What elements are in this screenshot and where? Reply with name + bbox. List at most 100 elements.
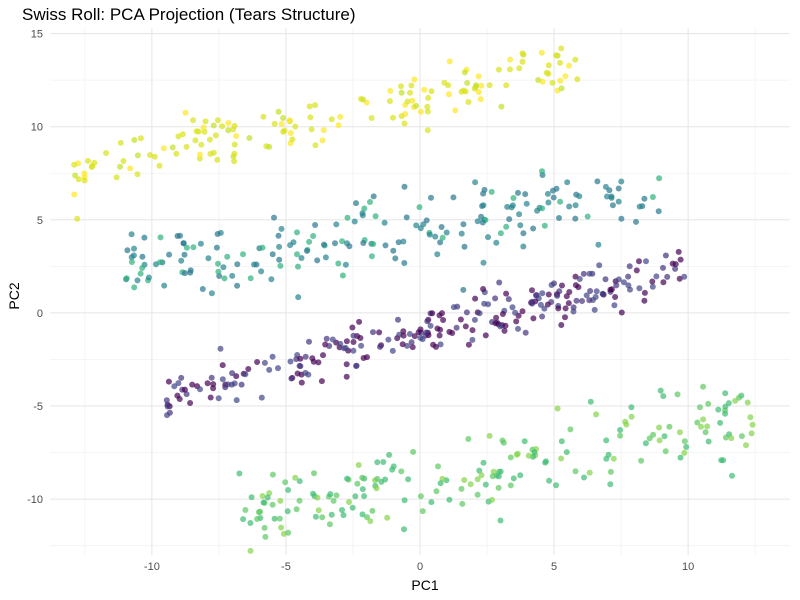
data-point [294,229,300,236]
data-point [434,325,441,332]
data-point [344,214,351,221]
data-point [465,99,472,105]
data-point [215,260,221,267]
data-point [266,366,273,373]
data-point [240,251,246,258]
data-point [310,490,316,497]
data-point [705,400,712,407]
data-point [749,421,756,428]
data-point [255,509,262,516]
data-point [128,231,135,238]
data-point [381,219,388,226]
data-point [497,517,504,524]
data-point [530,315,537,322]
data-point [278,121,285,127]
data-point [533,292,539,299]
data-point [343,373,350,380]
data-point [210,381,217,388]
data-point [461,69,468,76]
data-point [183,143,190,150]
data-point [417,326,424,333]
data-point [134,152,141,159]
data-point [320,127,327,134]
data-point [276,515,283,522]
data-point [407,89,413,96]
data-point [367,199,373,205]
data-point [522,191,529,198]
data-point [574,76,581,83]
data-point [207,150,214,157]
data-point [434,251,441,258]
data-point [321,241,327,248]
data-point [541,222,548,229]
data-point [565,300,572,307]
data-point [539,313,546,320]
data-point [231,150,238,157]
data-point [147,152,153,158]
data-point [220,264,227,271]
data-point [178,257,185,264]
data-point [233,133,240,139]
data-point [361,205,368,212]
data-point [572,468,579,475]
data-point [617,427,624,433]
data-point [333,221,340,228]
data-point [306,103,313,110]
data-point [398,113,405,120]
data-point [677,454,684,461]
data-point [113,174,120,181]
data-point [260,113,267,120]
data-point [271,214,277,221]
data-point [282,479,289,486]
data-point [510,475,517,482]
data-point [234,282,241,289]
data-point [416,204,423,211]
data-point [261,524,268,531]
data-point [675,248,682,255]
data-point [269,251,276,258]
data-point [558,85,565,92]
data-point [558,45,565,52]
data-point [517,222,524,229]
data-point [672,265,679,272]
data-point [413,102,420,109]
data-point [326,521,333,528]
data-point [554,405,561,412]
data-point [401,526,407,533]
data-point [238,381,245,388]
data-point [744,399,751,406]
data-point [424,127,431,134]
data-point [236,470,243,477]
data-point [704,423,711,430]
data-point [433,343,439,350]
data-point [137,135,144,142]
data-point [271,120,278,127]
data-point [507,454,514,461]
data-point [417,108,424,115]
data-point [576,193,583,200]
data-point [229,370,236,377]
data-point [613,282,620,289]
data-point [587,398,594,405]
data-point [225,127,232,134]
data-point [607,481,614,488]
data-point [702,429,709,436]
data-point [676,275,683,282]
data-point [399,341,406,348]
data-point [615,198,622,205]
data-point [649,278,656,285]
data-point [314,257,321,264]
data-point [519,308,526,315]
data-point [465,341,472,348]
data-point [450,304,457,311]
data-point [586,270,593,277]
data-point [374,459,381,466]
data-point [446,91,452,98]
data-point [489,473,496,480]
data-point [175,133,182,140]
data-point [625,282,632,289]
data-point [360,355,367,361]
data-point [507,66,513,73]
data-point [638,457,645,464]
data-point [271,515,278,522]
